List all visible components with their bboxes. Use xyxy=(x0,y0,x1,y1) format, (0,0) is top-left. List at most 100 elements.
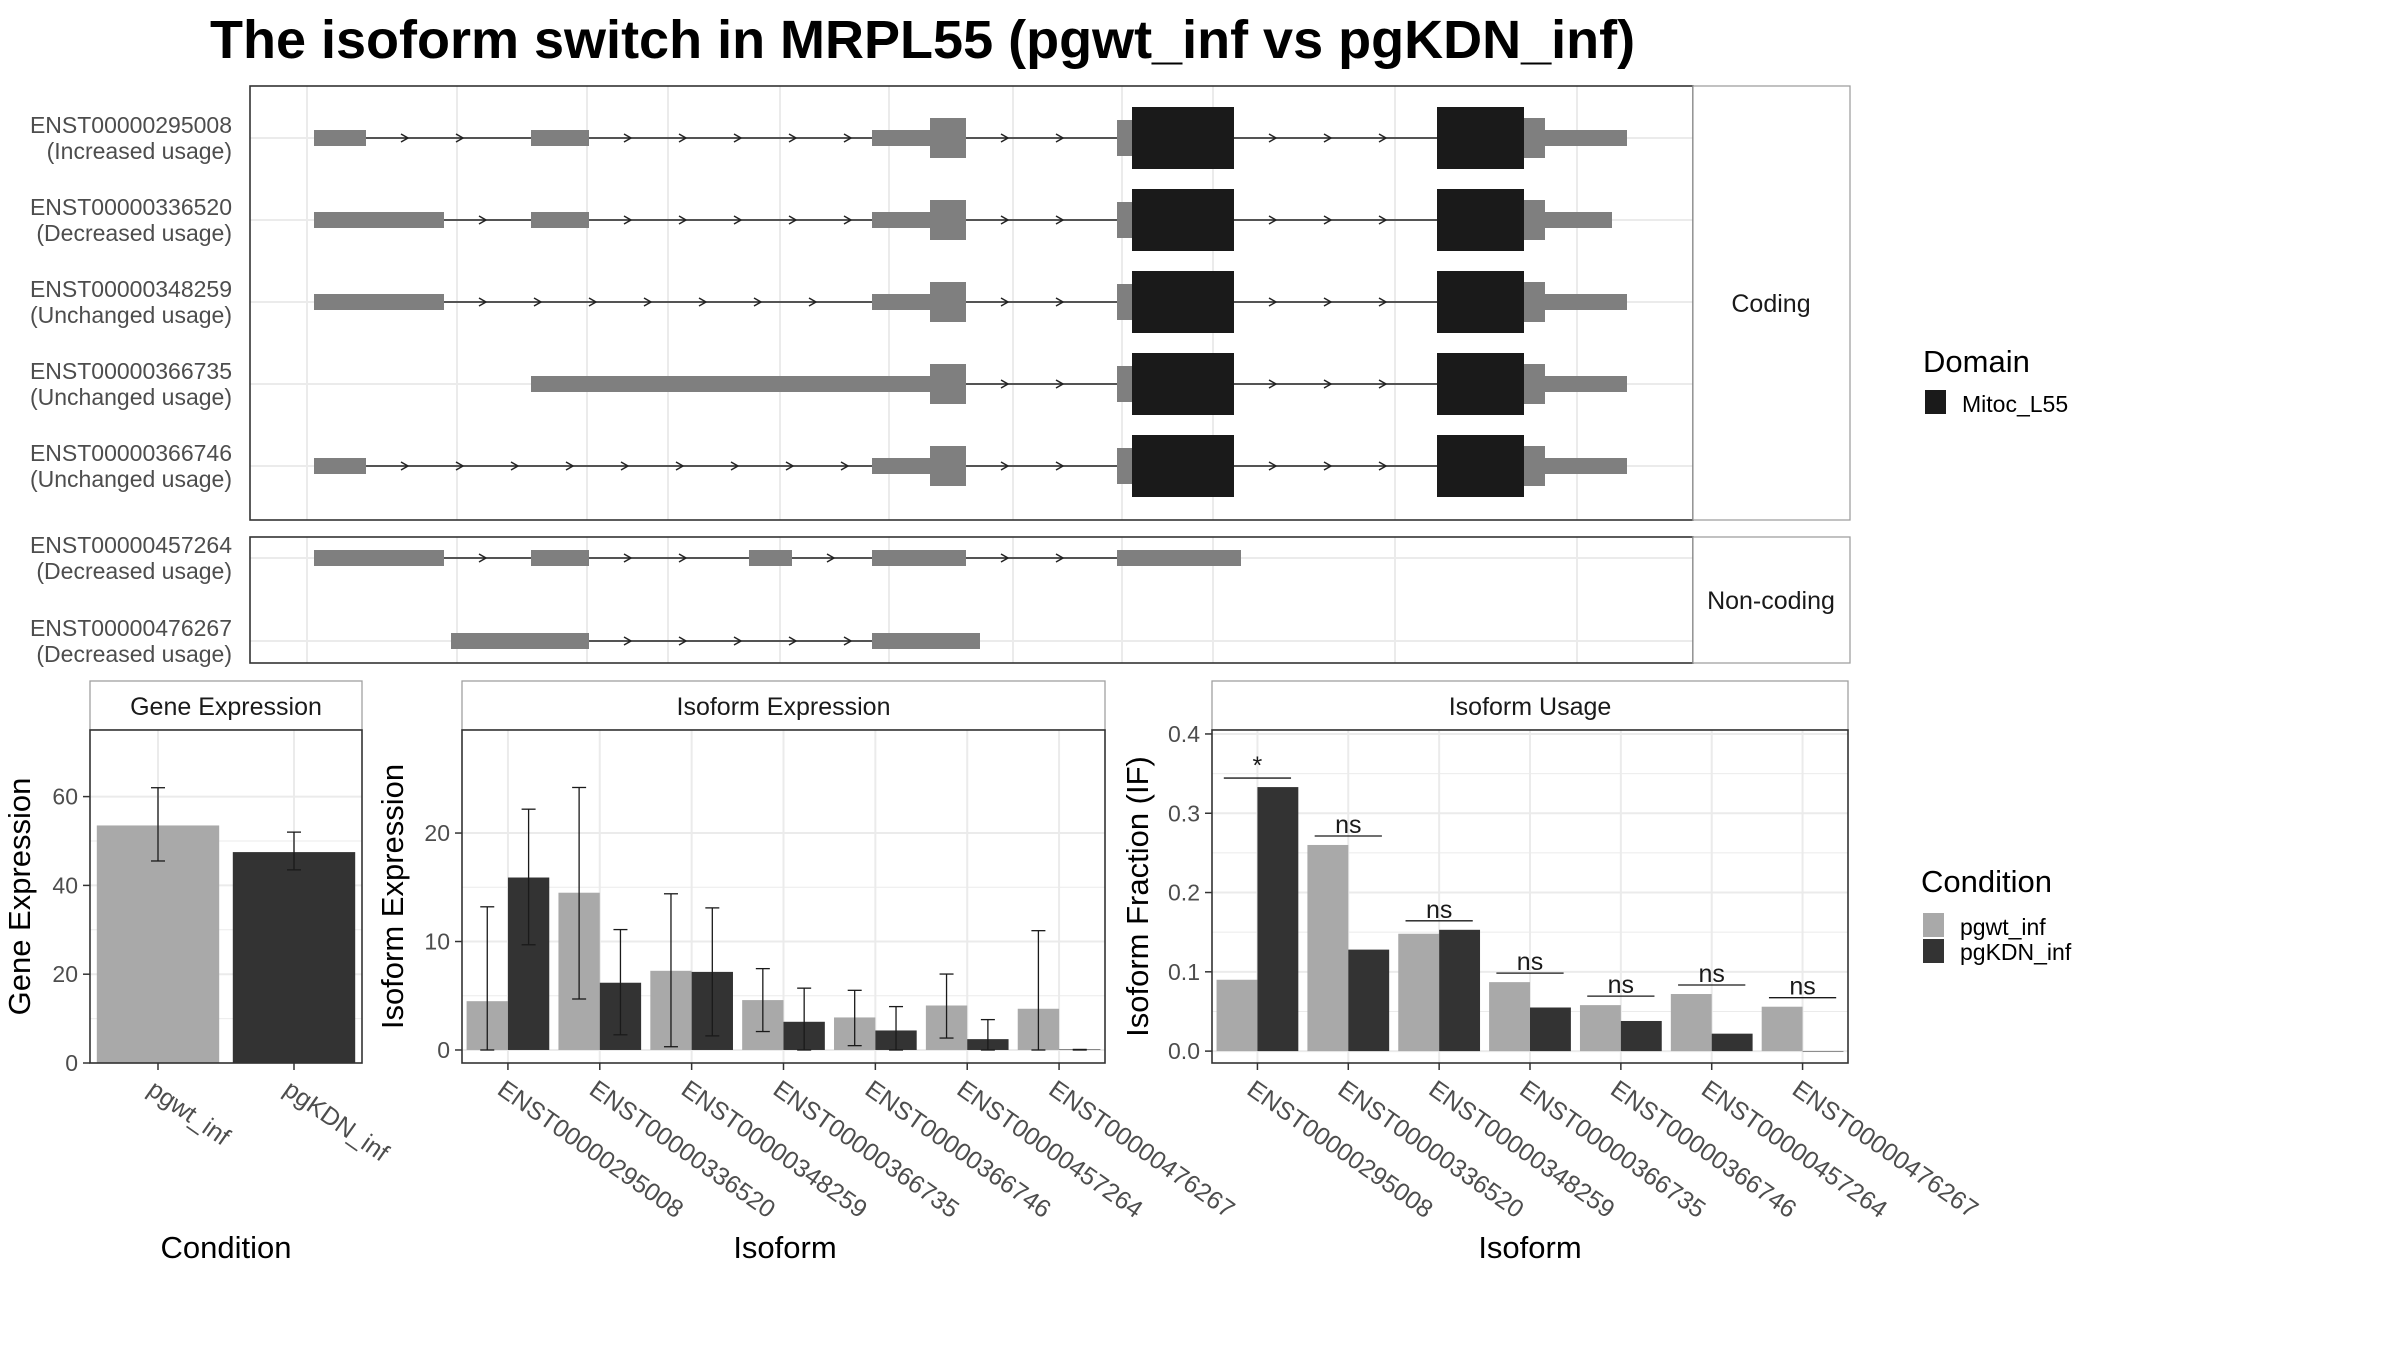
strand-arrow xyxy=(733,133,743,143)
condition-legend-key-pgkdn xyxy=(1923,939,1944,963)
condition-legend-title: Condition xyxy=(1921,864,2052,899)
x-axis-title: Isoform xyxy=(1478,1230,1581,1265)
strand-arrow xyxy=(510,461,520,471)
exon-block xyxy=(531,212,589,228)
domain-exon-block xyxy=(1437,353,1524,415)
strand-arrow xyxy=(1268,461,1278,471)
exon-block xyxy=(872,458,930,474)
transcript-usage-label: (Unchanged usage) xyxy=(30,466,232,492)
strand-arrow xyxy=(455,133,465,143)
significance-label: ns xyxy=(1426,896,1452,924)
strand-arrow xyxy=(588,297,598,307)
domain-exon-block xyxy=(1437,271,1524,333)
bar xyxy=(1216,979,1258,1052)
exon-block xyxy=(531,550,589,566)
exon-block xyxy=(872,633,980,649)
panel-strip-label: Non-coding xyxy=(1707,587,1835,615)
transcript-usage-label: (Unchanged usage) xyxy=(30,302,232,328)
chart-strip xyxy=(461,680,1106,731)
strand-arrow xyxy=(400,133,410,143)
exon-block xyxy=(1545,294,1627,310)
transcript-usage-label: (Unchanged usage) xyxy=(30,384,232,410)
condition-legend-label-pgkdn: pgKDN_inf xyxy=(1960,939,2072,965)
bar xyxy=(1620,1020,1662,1052)
chart-strip-label: Gene Expression xyxy=(130,693,322,721)
strand-arrow xyxy=(1000,297,1010,307)
domain-exon-block xyxy=(1132,435,1234,497)
y-tick-label: 0.1 xyxy=(1168,959,1200,985)
strand-arrow xyxy=(565,461,575,471)
transcript-id-label: ENST00000336520 xyxy=(30,194,232,220)
bar xyxy=(1398,933,1440,1052)
strand-arrow xyxy=(623,215,633,225)
strand-arrow xyxy=(675,461,685,471)
strand-arrow xyxy=(1055,553,1065,563)
domain-exon-block xyxy=(1437,435,1524,497)
y-tick-label: 20 xyxy=(52,961,78,987)
domain-legend-key xyxy=(1925,390,1946,414)
transcript-id-label: ENST00000457264 xyxy=(30,532,232,558)
significance-label: ns xyxy=(1789,973,1815,1001)
chart-strip-label: Isoform Usage xyxy=(1449,693,1612,721)
exon-block xyxy=(1545,212,1612,228)
panel-strip xyxy=(1692,536,1851,664)
strand-arrow xyxy=(643,297,653,307)
transcript-id-label: ENST00000366746 xyxy=(30,440,232,466)
domain-legend: Domain Mitoc_L55 xyxy=(1923,344,2068,417)
strand-arrow xyxy=(678,636,688,646)
domain-legend-label: Mitoc_L55 xyxy=(1962,391,2068,417)
bar xyxy=(1670,994,1712,1052)
transcript-id-label: ENST00000476267 xyxy=(30,615,232,641)
x-axis-title: Isoform xyxy=(733,1230,836,1265)
strand-arrow xyxy=(753,297,763,307)
exon-block xyxy=(1117,448,1132,484)
strand-arrow xyxy=(733,215,743,225)
strand-arrow xyxy=(1378,379,1388,389)
strand-arrow xyxy=(1378,133,1388,143)
bar xyxy=(1530,1007,1571,1052)
exon-block xyxy=(1524,118,1545,158)
y-tick-label: 10 xyxy=(424,929,450,955)
transcript-id-label: ENST00000348259 xyxy=(30,276,232,302)
significance-label: * xyxy=(1253,752,1263,780)
chart-strip-label: Isoform Expression xyxy=(677,693,891,721)
strand-arrow xyxy=(1055,297,1065,307)
y-tick-label: 0 xyxy=(65,1050,78,1076)
strand-arrow xyxy=(1323,297,1333,307)
bar xyxy=(1307,844,1349,1052)
transcript-structure-panels: ENST00000295008(Increased usage) ENST0000… xyxy=(30,85,1851,667)
strand-arrow xyxy=(1378,215,1388,225)
strand-arrow xyxy=(1323,379,1333,389)
panel-strip xyxy=(1692,85,1851,521)
transcript-usage-label: (Decreased usage) xyxy=(36,641,232,667)
x-tick-label: pgwt_inf xyxy=(143,1075,235,1151)
exon-block xyxy=(930,282,966,322)
exon-block xyxy=(1117,202,1132,238)
bar xyxy=(1348,949,1390,1052)
gene-expression-chart: Gene Expression 0 20 40 60 pgwt_inf pgKDN_inf C… xyxy=(2,680,394,1265)
strand-arrow xyxy=(1378,461,1388,471)
exon-block xyxy=(314,212,444,228)
strand-arrow xyxy=(843,636,853,646)
exon-block xyxy=(531,376,930,392)
strand-arrow xyxy=(1000,133,1010,143)
exon-block xyxy=(314,130,366,146)
y-tick-label: 0.0 xyxy=(1168,1038,1200,1064)
exon-block xyxy=(749,550,792,566)
bar xyxy=(1257,787,1299,1052)
isoform-expression-chart: Isoform Expression01020ENST00000295008EN… xyxy=(375,680,1240,1265)
chart-strip xyxy=(1211,680,1849,731)
transcript-usage-label: (Increased usage) xyxy=(47,138,232,164)
domain-exon-block xyxy=(1132,271,1234,333)
domain-exon-block xyxy=(1437,107,1524,169)
strand-arrow xyxy=(1000,379,1010,389)
strand-arrow xyxy=(1378,297,1388,307)
strand-arrow xyxy=(1000,461,1010,471)
transcript-id-label: ENST00000295008 xyxy=(30,112,232,138)
bar xyxy=(1711,1033,1753,1052)
y-tick-label: 20 xyxy=(424,820,450,846)
condition-legend-label-pgwt: pgwt_inf xyxy=(1960,914,2046,940)
y-tick-label: 0.2 xyxy=(1168,880,1200,906)
exon-block xyxy=(872,212,930,228)
domain-legend-title: Domain xyxy=(1923,344,2030,379)
